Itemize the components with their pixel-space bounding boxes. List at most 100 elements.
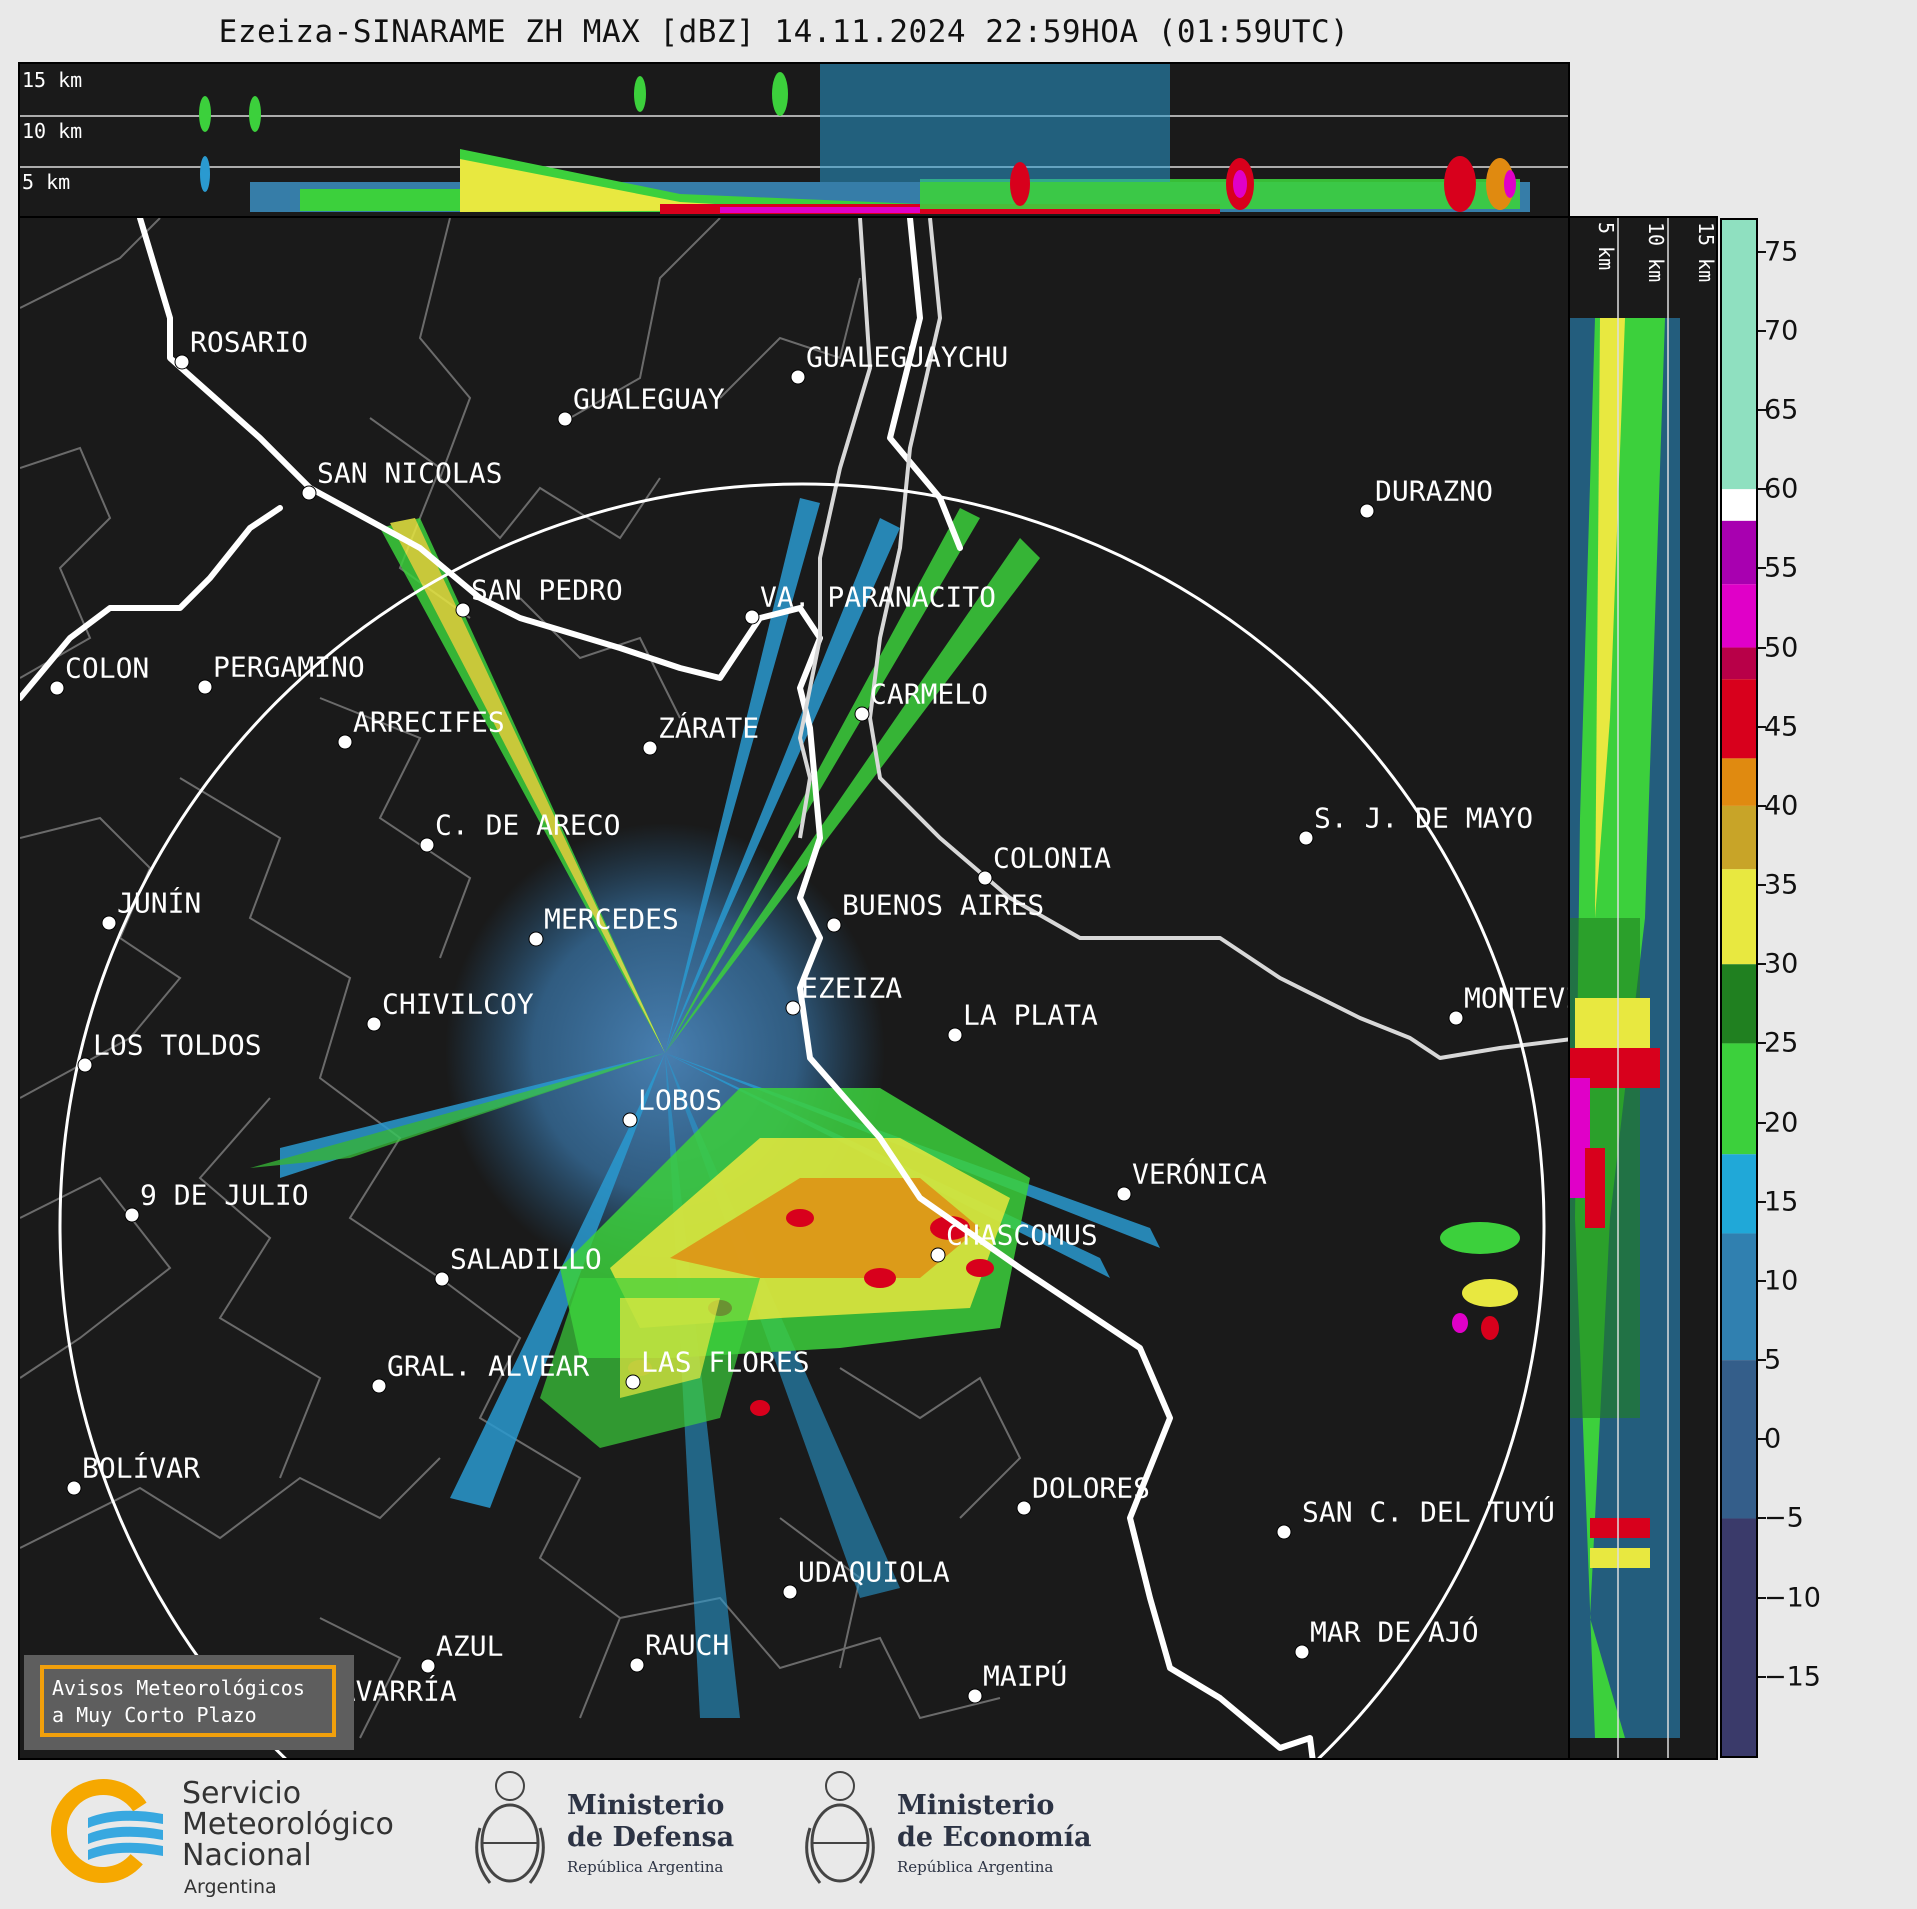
colorbar-tick-label: 10 [1764, 1265, 1799, 1297]
coat-of-arms-icon [475, 1771, 545, 1884]
colorbar-tick-mark [1758, 1359, 1766, 1362]
colorbar-tick-mark [1758, 963, 1766, 966]
city-label-pergamino: PERGAMINO [213, 650, 365, 684]
economia-line-3: República Argentina [897, 1858, 1054, 1876]
colorbar-tick-mark [1758, 1517, 1766, 1520]
colorbar-tick-mark [1758, 250, 1766, 253]
height-label-10km: 10 km [22, 119, 83, 143]
colorbar-tick-label: 60 [1764, 473, 1799, 505]
city-label-ezeiza: EZEIZA [801, 971, 903, 1005]
colorbar-tick-label: −15 [1764, 1661, 1821, 1693]
city-label-dolores: DOLORES [1032, 1471, 1151, 1505]
colorbar-tick-mark [1758, 409, 1766, 412]
side-height-label-5km: 5 km [1594, 222, 1618, 271]
colorbar-tick-label: 75 [1764, 236, 1799, 268]
height-label-5km: 5 km [22, 170, 71, 194]
colorbar-tick-label: 35 [1764, 869, 1799, 901]
city-label-saladillo: SALADILLO [450, 1242, 602, 1276]
colorbar-segment [1722, 964, 1756, 1044]
city-label-san-nicolas: SAN NICOLAS [317, 456, 503, 490]
colorbar-tick-mark [1758, 1200, 1766, 1203]
city-label-rosario: ROSARIO [190, 325, 309, 359]
colorbar-tick-mark [1758, 1438, 1766, 1441]
aviso-line-2: a Muy Corto Plazo [52, 1703, 257, 1727]
colorbar-tick-mark [1758, 1596, 1766, 1599]
colorbar-segment [1722, 805, 1756, 870]
city-label-zarate: ZÁRATE [658, 711, 760, 745]
colorbar-scale [1722, 220, 1756, 1756]
city-label-los-toldos: LOS TOLDOS [93, 1028, 262, 1062]
colorbar-segment [1722, 1360, 1756, 1519]
range-ring [58, 482, 1546, 1758]
height-label-15km: 15 km [22, 68, 83, 92]
city-label-san-c-del-tuyu: SAN C. DEL TUYÚ [1302, 1495, 1555, 1529]
city-label-durazno: DURAZNO [1375, 474, 1494, 508]
colorbar-segment [1722, 1154, 1756, 1234]
colorbar-tick-mark [1758, 329, 1766, 332]
aviso-panel: Avisos Meteorológicos a Muy Corto Plazo [24, 1655, 354, 1750]
colorbar-segment [1722, 220, 1756, 490]
side-cross-section-echoes [1570, 218, 1680, 1758]
colorbar-tick-mark [1758, 1121, 1766, 1124]
city-label-udaquiola: UDAQUIOLA [798, 1555, 950, 1589]
colorbar-tick-label: 55 [1764, 552, 1799, 584]
colorbar-tick-label: 5 [1764, 1344, 1782, 1376]
colorbar-tick-mark [1758, 1279, 1766, 1282]
colorbar-tick-label: −10 [1764, 1582, 1821, 1614]
city-label-junin: JUNÍN [117, 886, 202, 920]
colorbar-tick-label: −5 [1764, 1502, 1804, 1534]
city-label-c-de-areco: C. DE ARECO [435, 808, 621, 842]
city-label-buenos-aires: BUENOS AIRES [842, 888, 1045, 922]
city-label-montevideo: MONTEVIDEO [1464, 981, 1568, 1015]
colorbar-tick-label: 40 [1764, 790, 1799, 822]
city-label-gualeguaychu: GUALEGUAYCHU [806, 340, 1009, 374]
colorbar-segment [1722, 758, 1756, 806]
colorbar-tick-label: 70 [1764, 315, 1799, 347]
smn-line-4: Argentina [184, 1876, 277, 1898]
city-label-maipu: MAIPÚ [983, 1659, 1068, 1693]
city-label-bolivar: BOLÍVAR [82, 1451, 201, 1485]
defensa-line-2: de Defensa [567, 1822, 735, 1853]
city-label-veronica: VERÓNICA [1132, 1157, 1267, 1191]
colorbar-tick-label: 15 [1764, 1186, 1799, 1218]
city-label-chascomus: CHASCOMUS [946, 1218, 1098, 1252]
side-height-label-10km: 10 km [1644, 222, 1668, 283]
colorbar-tick-label: 25 [1764, 1027, 1799, 1059]
city-label-las-flores: LAS FLORES [641, 1345, 810, 1379]
radar-map: ROSARIO GUALEGUAYCHU GUALEGUAY SAN NICOL… [18, 216, 1570, 1760]
side-cross-section: 5 km 10 km 15 km [1568, 216, 1718, 1760]
top-cross-section: 15 km 10 km 5 km [18, 62, 1570, 218]
smn-line-1: Servicio [182, 1776, 302, 1811]
city-label-chivilcoy: CHIVILCOY [382, 987, 534, 1021]
colorbar-tick-mark [1758, 488, 1766, 491]
economia-line-2: de Economía [897, 1822, 1092, 1853]
city-label-s-j-de-mayo: S. J. DE MAYO [1314, 801, 1534, 835]
city-label-carmelo: CARMELO [870, 677, 989, 711]
city-label-lobos: LOBOS [638, 1083, 723, 1117]
colorbar-tick-label: 20 [1764, 1107, 1799, 1139]
colorbar-tick-mark [1758, 567, 1766, 570]
colorbar-tick-mark [1758, 804, 1766, 807]
colorbar-tick-mark [1758, 646, 1766, 649]
colorbar-segment [1722, 584, 1756, 648]
city-label-san-pedro: SAN PEDRO [471, 573, 623, 607]
coat-of-arms-icon [805, 1771, 875, 1884]
smn-line-2: Meteorológico [182, 1807, 394, 1842]
colorbar-segment [1722, 520, 1756, 585]
city-label-colonia: COLONIA [993, 841, 1112, 875]
city-label-mercedes: MERCEDES [544, 902, 679, 936]
colorbar-tick-label: 65 [1764, 394, 1799, 426]
colorbar-tick-mark [1758, 1042, 1766, 1045]
city-label-9-de-julio: 9 DE JULIO [140, 1178, 309, 1212]
city-label-azul: AZUL [436, 1629, 504, 1663]
chart-title: Ezeiza-SINARAME ZH MAX [dBZ] 14.11.2024 … [218, 14, 1350, 50]
colorbar [1720, 218, 1758, 1758]
colorbar-tick-label: 0 [1764, 1423, 1782, 1455]
city-label-va-paranacito: VA. PARANACITO [760, 580, 997, 614]
city-label-arrecifes: ARRECIFES [353, 705, 505, 739]
city-label-rauch: RAUCH [645, 1628, 730, 1662]
aviso-box[interactable]: Avisos Meteorológicos a Muy Corto Plazo [40, 1665, 336, 1737]
footer: Servicio Meteorológico Nacional Argentin… [0, 1760, 1917, 1909]
smn-line-3: Nacional [182, 1838, 312, 1873]
colorbar-tick-mark [1758, 1675, 1766, 1678]
